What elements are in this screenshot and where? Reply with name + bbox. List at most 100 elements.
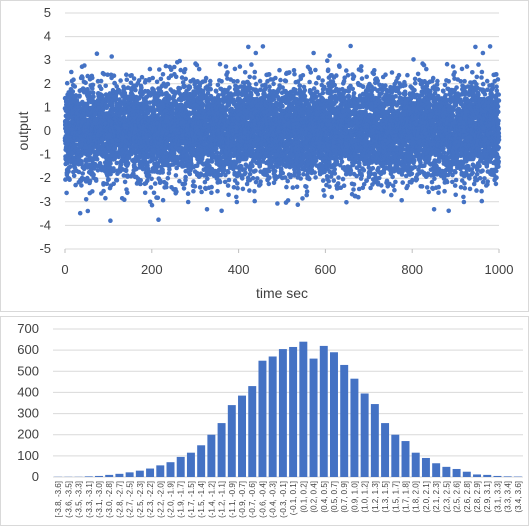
scatter-point: [248, 172, 253, 177]
scatter-point: [267, 169, 272, 174]
scatter-point: [254, 51, 259, 56]
scatter-point: [157, 67, 162, 72]
scatter-point: [91, 83, 96, 88]
scatter-point: [124, 168, 129, 173]
scatter-point: [258, 179, 263, 184]
scatter-point: [275, 201, 280, 206]
scatter-point: [252, 199, 257, 204]
scatter-point: [233, 67, 238, 72]
scatter-point: [71, 89, 76, 94]
scatter-point: [139, 86, 144, 91]
scatter-point: [167, 171, 172, 176]
scatter-point: [208, 87, 213, 92]
scatter-point: [214, 89, 219, 94]
x-axis-title: time sec: [256, 285, 308, 301]
scatter-point: [166, 176, 171, 181]
scatter-point: [111, 182, 116, 187]
scatter-point: [241, 187, 246, 192]
scatter-point: [133, 88, 138, 93]
scatter-point: [253, 70, 258, 75]
scatter-point: [161, 72, 166, 77]
scatter-point: [156, 217, 161, 222]
scatter-point: [95, 157, 100, 162]
scatter-point: [106, 177, 111, 182]
y-tick-label: 3: [44, 52, 51, 67]
scatter-point: [91, 172, 96, 177]
scatter-point: [277, 68, 282, 73]
scatter-point: [225, 70, 230, 75]
scatter-point: [82, 63, 87, 68]
scatter-point: [167, 167, 172, 172]
scatter-point: [149, 185, 154, 190]
scatter-point: [88, 179, 93, 184]
x-tick-label: 200: [141, 262, 163, 277]
scatter-point: [183, 84, 188, 89]
scatter-point: [174, 173, 179, 178]
scatter-point: [273, 76, 278, 81]
scatter-point: [235, 186, 240, 191]
y-axis-title: output: [15, 111, 31, 150]
y-tick-label: 0: [44, 123, 51, 138]
scatter-point: [235, 200, 240, 205]
scatter-point: [118, 78, 123, 83]
scatter-point: [132, 76, 137, 81]
scatter-point: [195, 63, 200, 68]
scatter-point: [91, 94, 96, 99]
scatter-point: [67, 177, 72, 182]
scatter-point: [183, 175, 188, 180]
scatter-point: [164, 64, 169, 69]
y-tick-label: -4: [39, 217, 51, 232]
scatter-point: [249, 93, 254, 98]
y-tick-label: 5: [44, 5, 51, 20]
scatter-point: [253, 168, 258, 173]
scatter-point: [112, 73, 117, 78]
scatter-point: [254, 82, 259, 87]
scatter-point: [108, 161, 113, 166]
scatter-point: [140, 75, 145, 80]
scatter-point: [226, 170, 231, 175]
scatter-point: [267, 175, 272, 180]
scatter-point: [205, 176, 210, 181]
scatter-point: [205, 207, 210, 212]
scatter-point: [125, 77, 130, 82]
scatter-point: [83, 81, 88, 86]
scatter-point: [174, 189, 179, 194]
scatter-point: [240, 176, 245, 181]
scatter-point: [77, 93, 82, 98]
scatter-point: [208, 79, 213, 84]
scatter-point: [235, 181, 240, 186]
scatter-point: [267, 182, 272, 187]
scatter-point: [71, 77, 76, 82]
scatter-point: [172, 65, 177, 70]
scatter-point: [204, 76, 209, 81]
y-tick-label: -5: [39, 241, 51, 256]
scatter-point: [125, 191, 130, 196]
scatter-point: [153, 181, 158, 186]
scatter-point: [80, 75, 85, 80]
scatter-point: [79, 183, 84, 188]
scatter-point: [99, 87, 104, 92]
scatter-point: [193, 184, 198, 189]
scatter-point: [247, 75, 252, 80]
scatter-point: [182, 186, 187, 191]
scatter-point: [159, 77, 164, 82]
scatter-point: [209, 185, 214, 190]
scatter-point: [243, 171, 248, 176]
scatter-point: [73, 84, 78, 89]
scatter-point: [105, 182, 110, 187]
scatter-point: [177, 59, 182, 64]
scatter-point: [191, 179, 196, 184]
scatter-point: [238, 64, 243, 69]
scatter-point: [250, 164, 255, 169]
scatter-point: [249, 62, 254, 67]
scatter-point: [90, 189, 95, 194]
scatter-point: [152, 191, 157, 196]
scatter-point: [84, 197, 89, 202]
scatter-point: [80, 171, 85, 176]
scatter-point: [69, 70, 74, 75]
scatter-point: [150, 76, 155, 81]
y-tick-label: 1: [44, 99, 51, 114]
scatter-point: [216, 83, 221, 88]
scatter-point: [271, 82, 276, 87]
scatter-point: [219, 209, 224, 214]
